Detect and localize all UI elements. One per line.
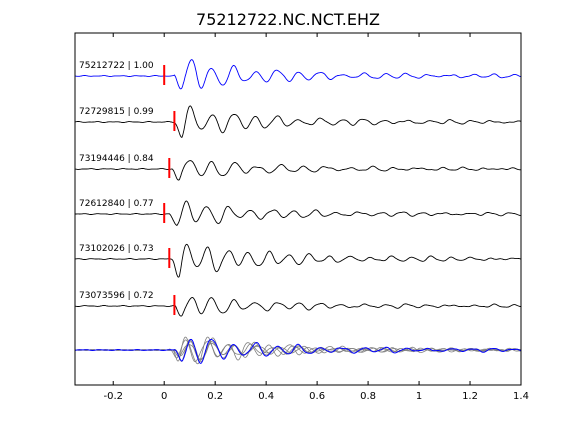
trace-label-4: 73102026 | 0.73: [79, 244, 154, 254]
x-tick-label-4: 0.6: [309, 391, 325, 402]
x-tick-label-6: 1: [416, 391, 422, 402]
x-axis: -0.2 0 0.2 0.4 0.6 0.8 1 1.2 1.4: [103, 33, 529, 402]
x-tick-label-3: 0.4: [258, 391, 274, 402]
x-tick-label-2: 0.2: [207, 391, 223, 402]
trace-label-2: 73194446 | 0.84: [79, 154, 154, 164]
trace-line-3: [74, 200, 521, 226]
trace-label-3: 72612840 | 0.77: [79, 199, 154, 209]
trace-line-1: [74, 105, 522, 138]
trace-line-5: [74, 297, 522, 317]
x-tick-label-1: 0: [161, 391, 167, 402]
stack-trace-reference: [74, 338, 522, 364]
x-tick-label-5: 0.8: [360, 391, 376, 402]
x-tick-label-8: 1.4: [513, 391, 529, 402]
plot-area: 75212722 | 1.00 72729815 | 0.99 73194446 |…: [74, 59, 522, 365]
x-tick-label-0: -0.2: [103, 391, 123, 402]
trace-line-0: [75, 59, 522, 90]
trace-line-4: [75, 243, 522, 278]
trace-label-0: 75212722 | 1.00: [79, 61, 154, 71]
stack-trace-3: [74, 339, 522, 362]
trace-label-5: 73073596 | 0.72: [79, 291, 154, 301]
chart-title: 75212722.NC.NCT.EHZ: [196, 10, 380, 29]
trace-line-2: [74, 160, 521, 181]
x-tick-label-7: 1.2: [462, 391, 478, 402]
axes-frame: [74, 32, 522, 386]
stack-trace-5: [74, 341, 522, 363]
trace-label-1: 72729815 | 0.99: [79, 107, 154, 117]
